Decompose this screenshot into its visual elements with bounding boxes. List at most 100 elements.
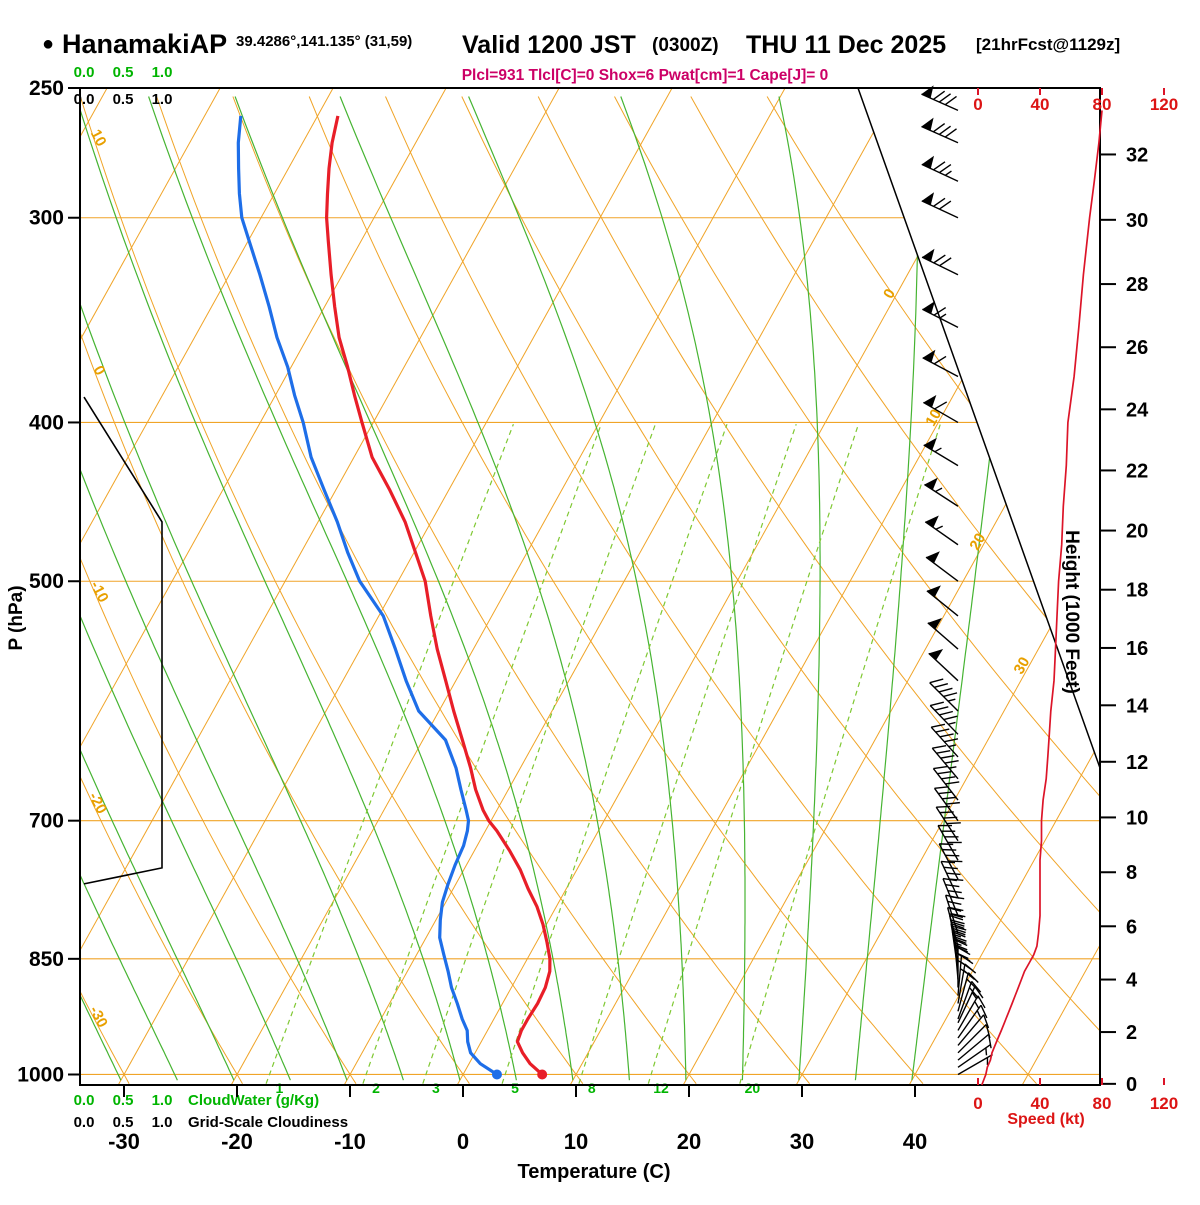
wind-barb <box>927 585 958 616</box>
cloudwater-scale-bottom: 0.0 <box>74 1092 95 1109</box>
cloudiness-legend: Grid-Scale Cloudiness <box>188 1114 348 1131</box>
speed-tick-label-bottom: 0 <box>973 1094 982 1113</box>
temp-tick-label: 30 <box>790 1129 814 1154</box>
wind-barb <box>930 679 958 711</box>
isotherm-line <box>118 88 672 1085</box>
cloudwater-scale-top: 0.5 <box>113 64 134 81</box>
height-tick-label: 32 <box>1126 144 1148 166</box>
wind-barb <box>922 249 958 275</box>
dry-adiabat <box>386 97 1037 1084</box>
station-coords: 39.4286°,141.135° (31,59) <box>236 33 412 50</box>
mixing-ratio-label: 5 <box>511 1080 519 1096</box>
dry-adiabat <box>80 97 583 1084</box>
wind-barb <box>922 156 958 182</box>
height-tick-label: 22 <box>1126 460 1148 482</box>
pressure-axis-title: P (hPa) <box>6 585 27 650</box>
temp-tick-label: -20 <box>221 1129 253 1154</box>
isotherm-line <box>231 88 785 1085</box>
wind-barb <box>929 649 958 681</box>
valid-time: Valid 1200 JST <box>462 31 636 59</box>
height-tick-label: 20 <box>1126 521 1148 543</box>
mixing-ratio-line <box>502 424 727 1083</box>
temp-tick-label: 10 <box>564 1129 588 1154</box>
dry-adiabat-label: -30 <box>86 1003 111 1030</box>
mixing-ratio-label: 1 <box>276 1080 284 1096</box>
wind-barb <box>921 118 958 143</box>
pressure-tick-label: 250 <box>29 77 64 100</box>
saturation-grid <box>0 97 1028 1084</box>
plot-border <box>80 88 1100 1085</box>
wind-barb <box>921 85 958 110</box>
sounding-profiles <box>238 116 550 1080</box>
dry-adiabat <box>233 97 810 1084</box>
dry-adiabat <box>462 97 1150 1084</box>
cloudiness-scale-bottom: 0.0 <box>74 1114 95 1131</box>
wind-barb <box>925 515 958 544</box>
moist-adiabat <box>469 97 686 1081</box>
speed-tick-label-top: 0 <box>973 95 982 114</box>
cloudiness-scale-bottom: 0.5 <box>113 1114 134 1131</box>
cloudwater-scale-bottom: 1.0 <box>152 1092 173 1109</box>
speed-tick-label-top: 80 <box>1093 95 1112 114</box>
height-tick-label: 24 <box>1126 399 1149 421</box>
pressure-tick-label: 1000 <box>17 1063 64 1086</box>
speed-axis-title: Speed (kt) <box>1007 1111 1084 1128</box>
height-tick-label: 26 <box>1126 337 1148 359</box>
speed-tick-label-bottom: 120 <box>1150 1094 1178 1113</box>
isotherm-label: 20 <box>966 530 989 553</box>
pressure-tick-label: 700 <box>29 810 64 833</box>
moist-adiabat <box>13 97 403 1081</box>
moist-adiabat <box>779 97 820 1081</box>
moist-adiabat <box>621 97 745 1081</box>
speed-tick-label-bottom: 80 <box>1093 1094 1112 1113</box>
cloudwater-legend: CloudWater (g/Kg) <box>188 1092 319 1109</box>
cloudwater-scale-bottom: 0.5 <box>113 1092 134 1109</box>
mixing-ratio-line <box>579 424 796 1083</box>
dry-adiabat-label: -20 <box>85 790 110 817</box>
dry-adiabat <box>691 97 1200 1084</box>
speed-tick-label-top: 40 <box>1031 95 1050 114</box>
isotherm-line <box>683 88 1200 1085</box>
temp-tick-label: -30 <box>108 1129 140 1154</box>
height-tick-label: 28 <box>1126 274 1148 296</box>
wind-barb <box>934 787 959 821</box>
height-tick-label: 8 <box>1126 862 1137 884</box>
height-tick-label: 16 <box>1126 638 1148 660</box>
wind-barb <box>924 478 958 507</box>
cloudiness-scale-top: 1.0 <box>152 91 173 108</box>
station-bullet: ● <box>42 33 54 55</box>
pressure-tick-label: 850 <box>29 948 64 971</box>
dry-adiabat <box>4 97 469 1084</box>
moist-adiabat <box>340 97 629 1081</box>
temperature-axis-title: Temperature (C) <box>518 1161 671 1183</box>
moist-adiabat <box>855 97 918 1081</box>
temp-tick-label: 0 <box>457 1129 469 1154</box>
mixing-ratio-label: 3 <box>432 1080 440 1096</box>
height-tick-label: 12 <box>1126 752 1148 774</box>
isotherm-line <box>1022 88 1200 1085</box>
isotherm-label: 30 <box>1011 654 1034 677</box>
height-tick-label: 18 <box>1126 580 1148 602</box>
valid-date: THU 11 Dec 2025 <box>746 31 946 59</box>
isotherm-line <box>570 88 1124 1085</box>
cloudwater-scale-top: 0.0 <box>74 64 95 81</box>
wind-barb <box>922 301 958 327</box>
isotherm-line <box>0 88 446 1085</box>
moist-adiabat <box>149 97 517 1081</box>
height-tick-label: 14 <box>1126 695 1149 717</box>
temperature-curve <box>327 116 550 1075</box>
height-tick-label: 2 <box>1126 1022 1137 1044</box>
mixing-ratio-label: 12 <box>653 1080 669 1096</box>
station-name: HanamakiAP <box>62 29 227 59</box>
cloudiness-scale-top: 0.5 <box>113 91 134 108</box>
cloudiness-scale-bottom: 1.0 <box>152 1114 173 1131</box>
speed-tick-label-bottom: 40 <box>1031 1094 1050 1113</box>
forecast-tag: [21hrFcst@1129z] <box>976 35 1120 54</box>
isotherm-label: 10 <box>922 406 945 429</box>
speed-tick-label-top: 120 <box>1150 95 1178 114</box>
surface-temperature-dot <box>537 1069 547 1079</box>
valid-zulu: (0300Z) <box>652 35 719 56</box>
stability-indices: Plcl=931 Tlcl[C]=0 Shox=6 Pwat[cm]=1 Cap… <box>462 67 829 84</box>
